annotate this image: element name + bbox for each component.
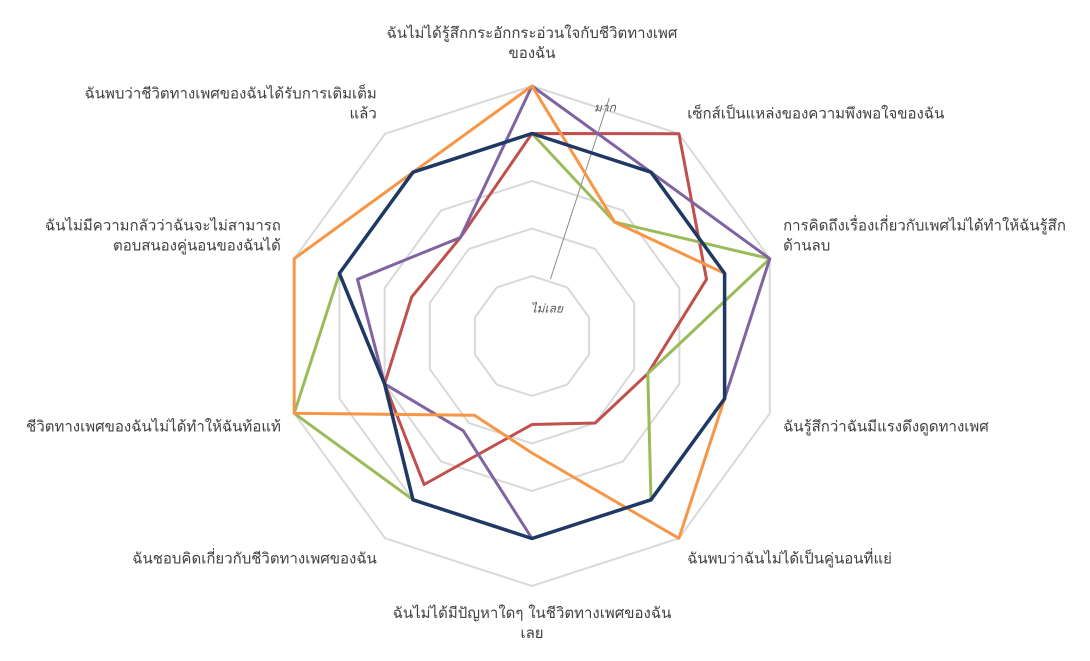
grid-ring	[293, 84, 771, 588]
category-label-2: เซ็กส์เป็นแหล่งของความพึงพอใจของฉัน	[687, 103, 944, 122]
category-label-3: การคิดถึงเรื่องเกี่ยวกับเพศไม่ได้ทำให้ฉั…	[783, 214, 1066, 254]
category-label-line: เซ็กส์เป็นแหล่งของความพึงพอใจของฉัน	[687, 103, 944, 122]
category-label-1: ฉันไม่ได้รู้สึกกระอักกระอ่วนใจกับชีวิตทา…	[387, 24, 678, 62]
category-label-line: ฉันไม่ได้มีปัญหาใดๆ ในชีวิตทางเพศของฉัน	[393, 604, 672, 622]
category-label-line: ฉันพบว่าชีวิตทางเพศของฉันได้รับการเติมเต…	[85, 83, 377, 102]
radial-scale: ไม่เลย มาก	[531, 98, 617, 315]
category-label-line: ฉันไม่มีความกลัวว่าฉันจะไม่สามารถ	[45, 216, 281, 234]
category-label-10: ฉันพบว่าชีวิตทางเพศของฉันได้รับการเติมเต…	[85, 83, 377, 122]
category-label-line: เลย	[520, 624, 543, 642]
category-label-4: ฉันรู้สึกว่าฉันมีแรงดึงดูดทางเพศ	[783, 418, 989, 436]
series-lines	[292, 84, 772, 541]
series-line-1	[383, 132, 708, 486]
grid-ring	[473, 274, 591, 398]
category-label-line: ของฉัน	[508, 44, 555, 62]
category-label-line: ตอบสนองคู่นอนของฉันได้	[113, 236, 281, 254]
category-label-line: การคิดถึงเรื่องเกี่ยวกับเพศไม่ได้ทำให้ฉั…	[783, 214, 1066, 234]
series-line-4	[292, 84, 727, 540]
category-label-line: ฉันชอบคิดเกี่ยวกับชีวิตทางเพศของฉัน	[132, 548, 377, 568]
category-label-line: ฉันพบว่าฉันไม่ได้เป็นคู่นอนที่แย่	[687, 548, 892, 568]
grid-ring	[428, 227, 636, 445]
category-label-line: แล้ว	[350, 104, 377, 122]
category-label-6: ฉันไม่ได้มีปัญหาใดๆ ในชีวิตทางเพศของฉันเ…	[393, 604, 672, 642]
category-label-line: ด้านลบ	[783, 236, 830, 254]
scale-min-label: ไม่เลย	[531, 301, 564, 315]
category-label-5: ฉันพบว่าฉันไม่ได้เป็นคู่นอนที่แย่	[687, 548, 892, 568]
scale-axis-line	[550, 98, 610, 280]
category-label-9: ฉันไม่มีความกลัวว่าฉันจะไม่สามารถตอบสนอง…	[45, 216, 281, 254]
series-line-6	[337, 131, 727, 541]
category-label-8: ชีวิตทางเพศของฉันไม่ได้ทำให้ฉันท้อแท้	[26, 418, 281, 436]
category-label-7: ฉันชอบคิดเกี่ยวกับชีวิตทางเพศของฉัน	[132, 548, 377, 568]
category-label-line: ชีวิตทางเพศของฉันไม่ได้ทำให้ฉันท้อแท้	[26, 418, 281, 436]
scale-max-label: มาก	[594, 101, 617, 115]
category-label-line: ฉันไม่ได้รู้สึกกระอักกระอ่วนใจกับชีวิตทา…	[387, 24, 678, 42]
category-labels: ฉันไม่ได้รู้สึกกระอักกระอ่วนใจกับชีวิตทา…	[26, 24, 1066, 642]
category-label-line: ฉันรู้สึกว่าฉันมีแรงดึงดูดทางเพศ	[783, 418, 989, 436]
